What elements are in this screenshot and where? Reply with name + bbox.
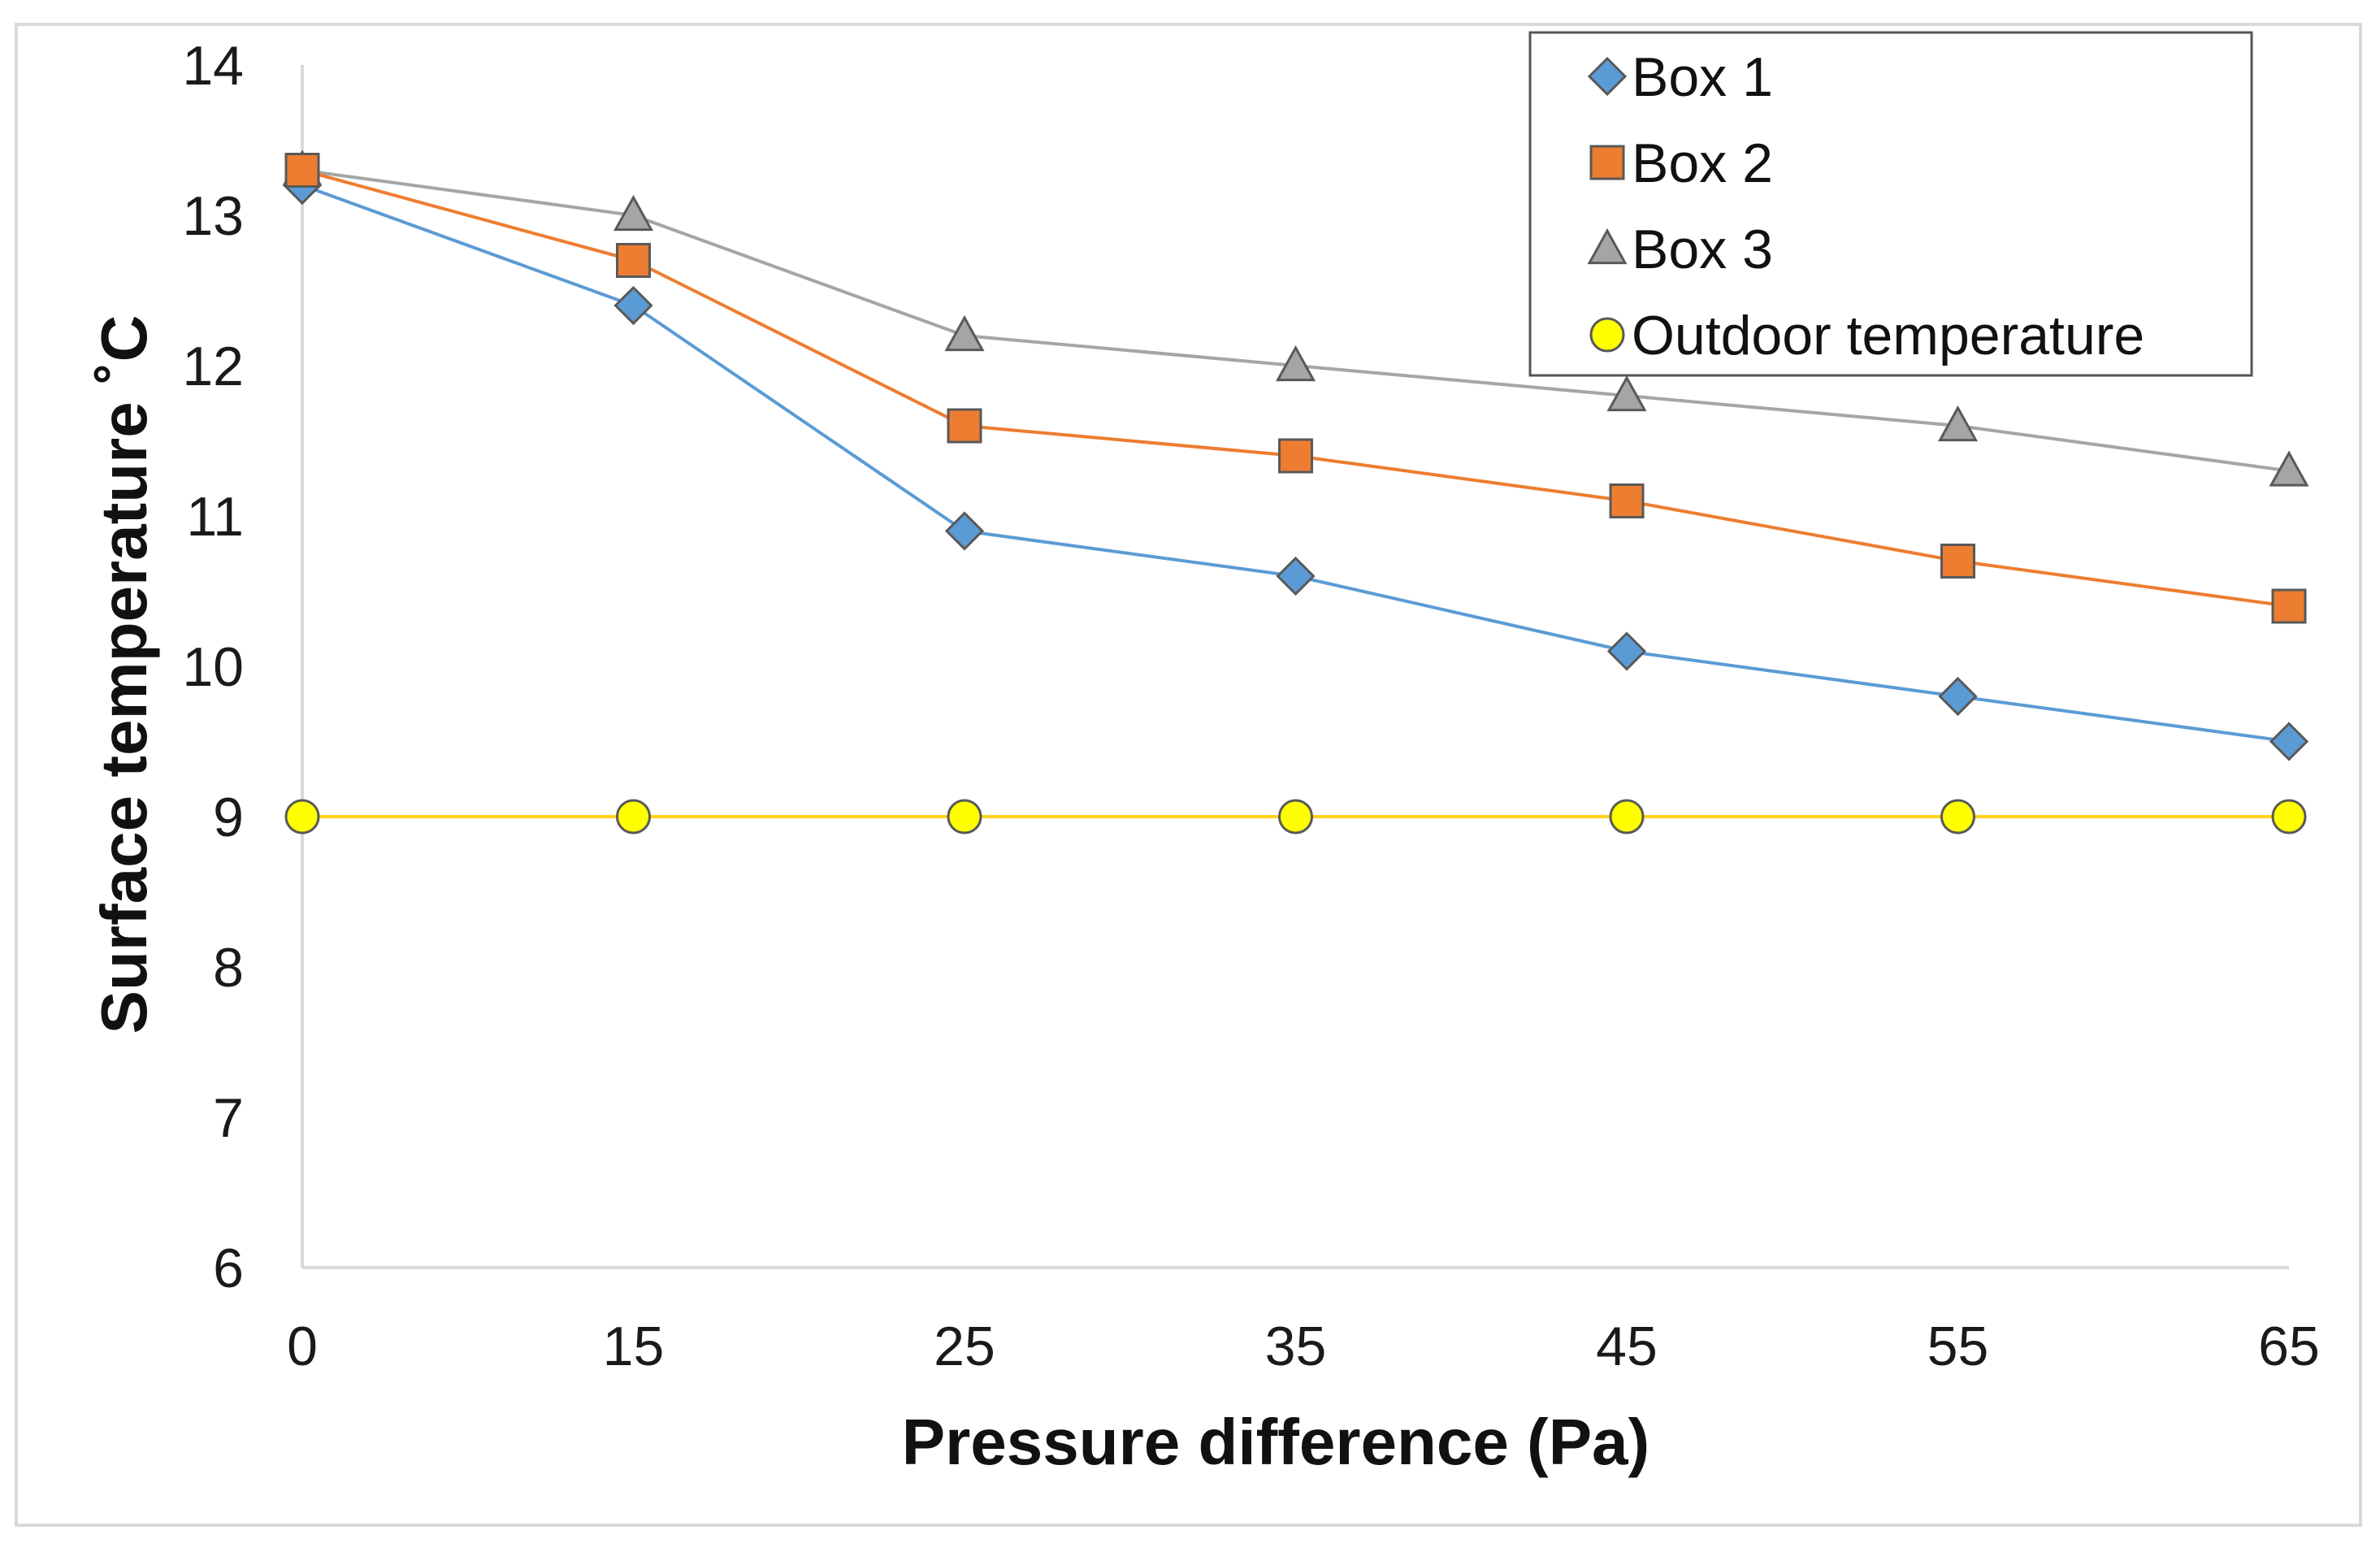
data-point-triangle (944, 314, 985, 352)
x-tick-label: 35 (1265, 1316, 1327, 1377)
data-point-diamond (613, 285, 653, 326)
x-tick-label: 15 (603, 1316, 665, 1377)
data-point-square (1278, 438, 1313, 474)
x-tick-label: 55 (1927, 1316, 1989, 1377)
legend-label: Box 3 (1632, 219, 1773, 280)
y-tick-label: 6 (213, 1238, 244, 1299)
legend: Box 1 Box 2 Box 3 Outdoor temperature (1528, 31, 2253, 377)
x-axis-title: Pressure difference (Pa) (902, 1406, 1650, 1478)
data-point-circle (1278, 799, 1313, 835)
data-point-triangle (1606, 375, 1647, 412)
axes (301, 65, 2289, 1269)
data-point-diamond (1276, 556, 1316, 596)
y-tick-label: 12 (182, 336, 244, 397)
data-point-square (1940, 544, 1975, 579)
x-tick-label: 25 (934, 1316, 995, 1377)
series-layer (282, 150, 2309, 835)
series-outdoor-temperature (284, 799, 2307, 835)
y-tick-label: 7 (213, 1087, 244, 1149)
legend-label: Box 1 (1632, 46, 1773, 108)
data-point-circle (1609, 799, 1645, 835)
data-point-square (1609, 483, 1645, 518)
data-point-circle (284, 799, 320, 835)
data-point-circle (2271, 799, 2307, 835)
legend-marker-diamond (1587, 56, 1628, 97)
x-tick-label: 45 (1596, 1316, 1658, 1377)
legend-label: Box 2 (1632, 132, 1773, 194)
data-point-triangle (1937, 405, 1979, 442)
x-tick-label: 65 (2258, 1316, 2320, 1377)
legend-marker-triangle (1587, 228, 1628, 265)
data-point-square (616, 243, 651, 278)
legend-label: Outdoor temperature (1632, 305, 2144, 366)
legend-item: Box 3 (1587, 219, 1773, 280)
data-point-square (2271, 588, 2307, 624)
y-tick-label: 8 (213, 937, 244, 999)
data-point-circle (616, 799, 651, 835)
data-point-diamond (944, 511, 985, 551)
y-tick-label: 9 (213, 787, 244, 848)
y-axis-ticks: 6 7 8 9 10 11 12 13 14 (182, 35, 244, 1299)
legend-marker-square (1589, 145, 1625, 180)
legend-marker-circle (1589, 317, 1625, 353)
legend-item: Box 1 (1587, 46, 1773, 108)
data-point-triangle (1275, 345, 1316, 382)
y-axis-title: Surface temperature ˚C (88, 315, 160, 1034)
y-tick-label: 10 (182, 636, 244, 698)
x-tick-label: 0 (287, 1316, 318, 1377)
legend-item: Box 2 (1589, 132, 1773, 194)
data-point-square (284, 153, 320, 188)
legend-box (1528, 31, 2253, 377)
data-point-circle (1940, 799, 1975, 835)
data-point-circle (947, 799, 982, 835)
data-point-triangle (2269, 450, 2309, 487)
data-point-triangle (613, 194, 654, 232)
series-box-2 (284, 153, 2307, 624)
data-point-diamond (1938, 676, 1978, 717)
data-point-diamond (2269, 722, 2309, 761)
x-axis-ticks: 0 15 25 35 45 55 65 (287, 1316, 2320, 1377)
data-point-diamond (1606, 631, 1647, 671)
legend-item: Outdoor temperature (1589, 305, 2144, 366)
y-tick-label: 11 (186, 486, 244, 548)
y-tick-label: 13 (182, 185, 244, 247)
data-point-square (947, 408, 982, 444)
y-tick-label: 14 (182, 35, 244, 97)
